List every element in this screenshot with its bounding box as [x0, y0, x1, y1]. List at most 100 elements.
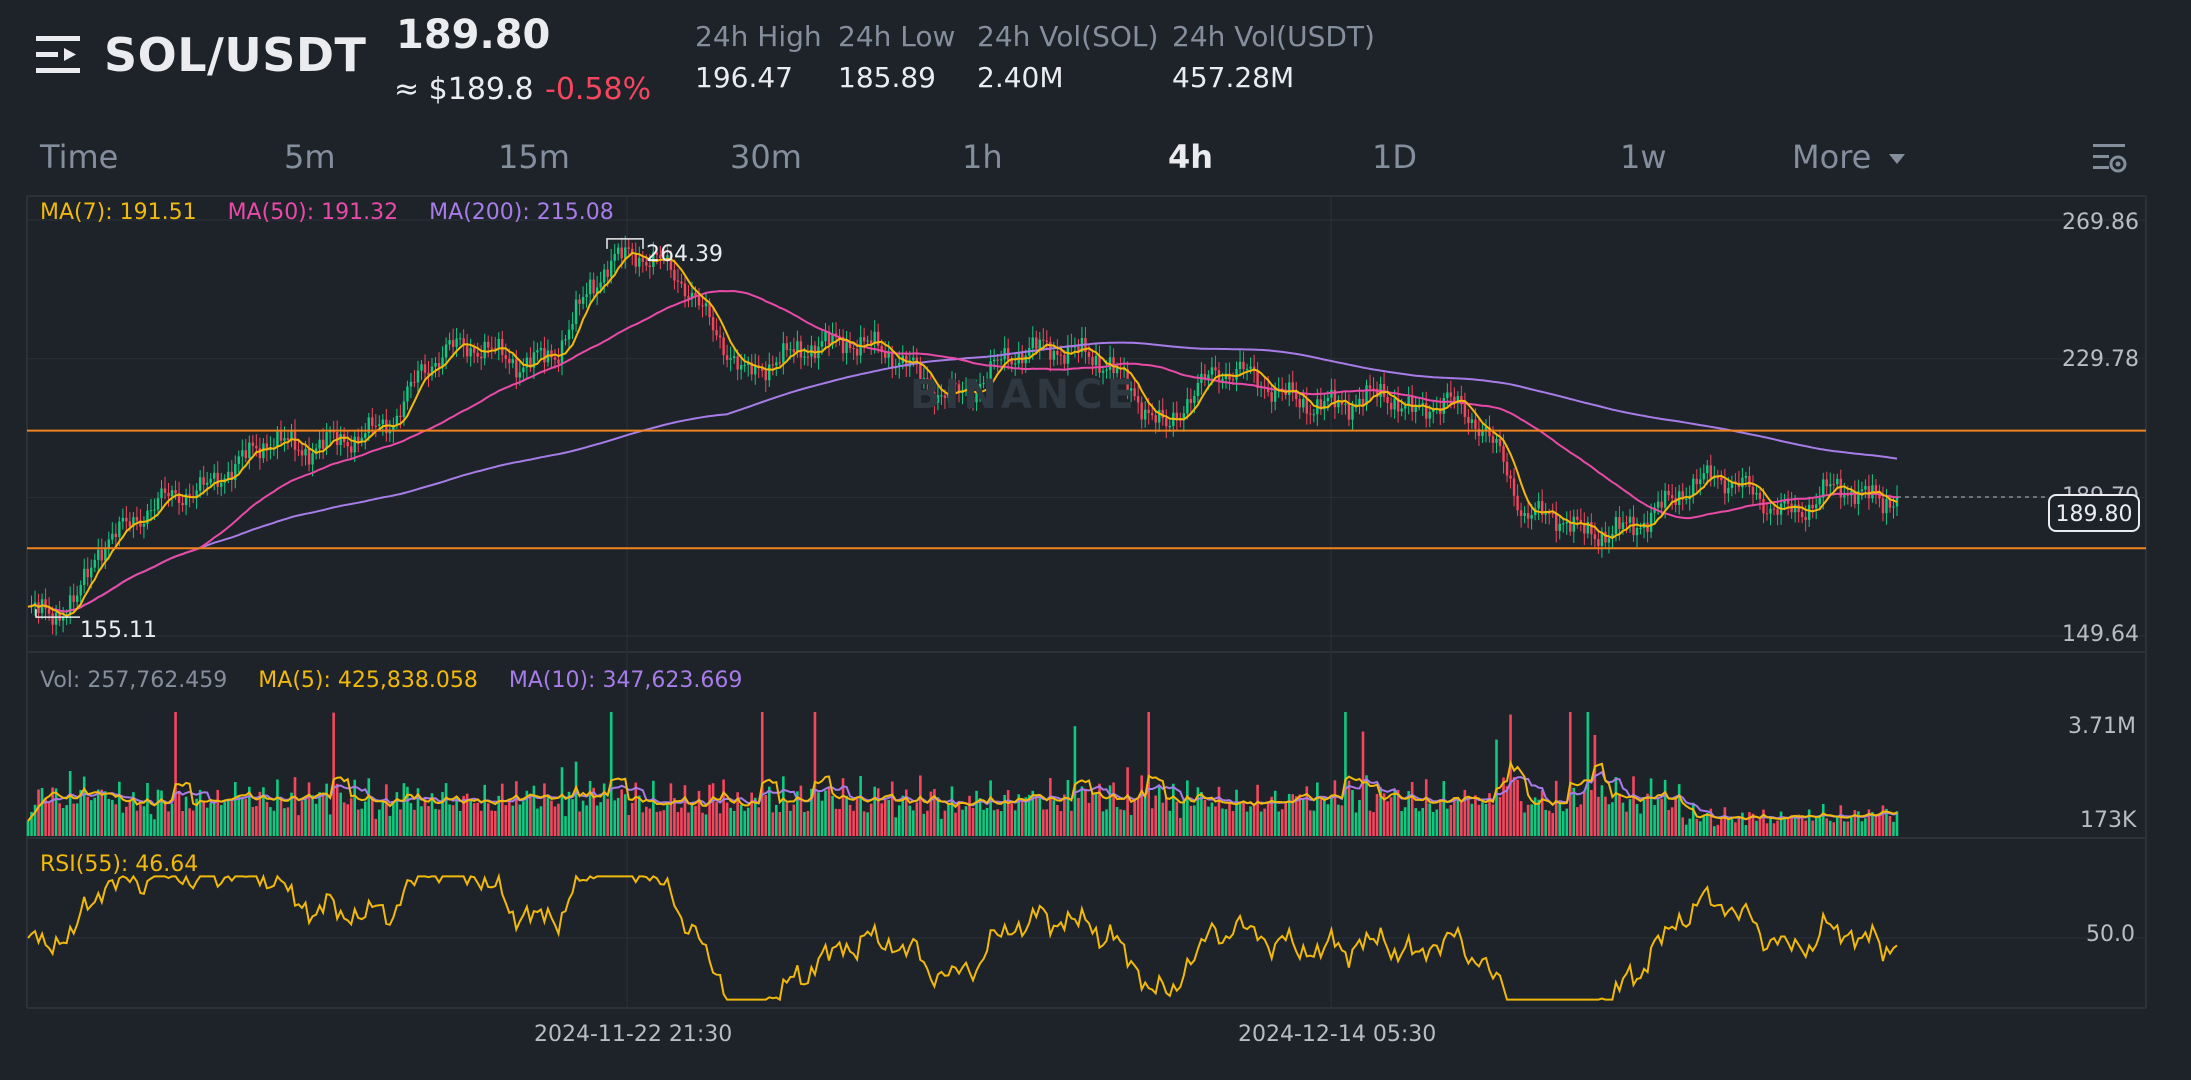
volume-bar	[1042, 809, 1045, 836]
volume-bar	[1372, 812, 1375, 836]
volume-bar	[118, 781, 121, 836]
tab-4h[interactable]: 4h	[1168, 138, 1214, 176]
tab-15m[interactable]: 15m	[498, 138, 570, 176]
candle-body	[789, 349, 792, 351]
candle-body	[472, 348, 476, 353]
candle-body	[1344, 403, 1347, 405]
chart-svg[interactable]	[0, 192, 2191, 1080]
volume-bar	[1070, 810, 1073, 836]
volume-bar	[1741, 812, 1744, 836]
candle-body	[855, 348, 859, 356]
volume-bar	[61, 807, 65, 836]
candle-body	[764, 370, 767, 381]
volume-bar	[1375, 793, 1379, 836]
volume-bar	[648, 808, 652, 836]
volume-bar	[1586, 712, 1590, 836]
candle-body	[1168, 425, 1171, 427]
volume-bar	[1807, 809, 1811, 836]
candle-body	[469, 348, 472, 357]
candle-body	[1892, 506, 1895, 508]
candle-body	[297, 449, 300, 451]
candle-body	[1551, 513, 1554, 515]
tab-1h[interactable]: 1h	[962, 138, 1003, 176]
volume-bar	[346, 804, 349, 836]
candle-body	[1196, 382, 1200, 396]
volume-bar	[915, 802, 919, 836]
volume-bar	[683, 785, 687, 836]
volume-bar	[1449, 805, 1453, 836]
ma200-line	[27, 341, 1898, 613]
volume-bar	[715, 801, 718, 836]
tab-1w[interactable]: 1w	[1620, 138, 1667, 176]
pair-title[interactable]: SOL/USDT	[104, 28, 367, 82]
candle-body	[286, 438, 290, 440]
volume-bar	[1523, 812, 1526, 836]
volume-bar	[1136, 798, 1140, 836]
volume-bar	[1800, 816, 1804, 836]
candle-body	[367, 417, 370, 434]
candle-body	[104, 548, 107, 561]
candle-body	[1231, 379, 1235, 381]
volume-bar	[1765, 823, 1769, 836]
candle-body	[673, 269, 676, 281]
menu-icon[interactable]	[36, 34, 82, 76]
volume-bar	[1713, 826, 1716, 836]
tab-30m[interactable]: 30m	[730, 138, 802, 176]
volume-bar	[304, 797, 307, 836]
volume-bar	[1885, 808, 1888, 836]
tab-more[interactable]: More	[1792, 138, 1906, 176]
candle-body	[1797, 504, 1800, 513]
candle-body	[174, 490, 177, 494]
chart-settings-icon[interactable]	[2091, 140, 2129, 178]
volume-bar	[1150, 808, 1154, 836]
volume-bar	[392, 801, 395, 836]
volume-bar	[226, 798, 230, 836]
volume-bar	[862, 811, 866, 836]
candle-body	[381, 419, 385, 425]
candle-body	[806, 356, 810, 358]
chart-area[interactable]: MA(7): 191.51 MA(50): 191.32 MA(200): 21…	[0, 192, 2191, 1080]
volume-bar	[732, 810, 736, 836]
volume-bar	[623, 794, 627, 836]
candle-body	[1713, 477, 1716, 479]
rsi-line	[27, 872, 1898, 1002]
candle-body	[1569, 521, 1572, 532]
volume-bar	[652, 780, 655, 836]
candle-body	[283, 438, 286, 441]
candle-body	[1449, 392, 1453, 397]
volume-bar	[1670, 807, 1674, 836]
volume-bar	[992, 810, 996, 836]
candle-body	[1389, 402, 1393, 410]
volume-bar	[782, 776, 785, 836]
candle-body	[128, 521, 132, 527]
volume-bar	[258, 791, 262, 836]
candle-body	[750, 362, 753, 375]
volume-bar	[37, 789, 40, 836]
candle-body	[957, 384, 961, 394]
candle-body	[1716, 477, 1720, 479]
tab-time[interactable]: Time	[40, 138, 119, 176]
volume-bar	[479, 810, 483, 836]
candle-body	[437, 363, 441, 368]
candle-body	[160, 488, 163, 499]
candle-body	[1818, 497, 1821, 505]
volume-bar	[1646, 793, 1649, 836]
volume-bar	[1207, 806, 1210, 836]
candle-body	[869, 340, 873, 344]
volume-bar	[472, 803, 476, 836]
volume-bar	[1604, 796, 1607, 836]
volume-bar	[1762, 809, 1765, 836]
candle-body	[1562, 523, 1565, 525]
volume-bar	[335, 783, 339, 836]
candle-body	[1477, 428, 1481, 437]
tab-1d[interactable]: 1D	[1372, 138, 1417, 176]
stat-label: 24h Vol(USDT)	[1172, 20, 1375, 53]
volume-bar	[1793, 817, 1797, 836]
volume-bar	[290, 792, 293, 836]
candle-body	[708, 303, 711, 318]
candle-body	[1547, 512, 1551, 514]
tab-5m[interactable]: 5m	[284, 138, 336, 176]
volume-bar	[146, 782, 149, 836]
candle-body	[539, 347, 543, 351]
candle-body	[1593, 534, 1597, 540]
